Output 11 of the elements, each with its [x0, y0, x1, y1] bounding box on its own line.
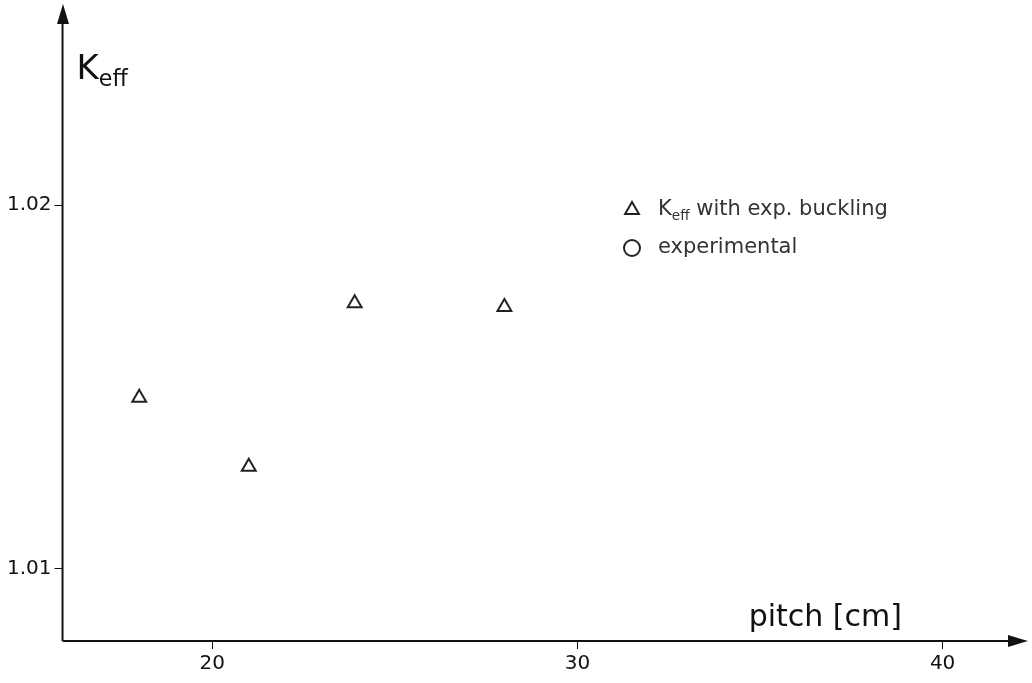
- x-axis-title: pitch [cm]: [748, 597, 902, 633]
- point: [240, 457, 257, 472]
- y-tick-label: 1.02: [7, 191, 52, 216]
- point: [496, 297, 513, 312]
- point: [131, 388, 148, 403]
- legend-label: experimental: [658, 234, 798, 259]
- point: [346, 294, 363, 309]
- y-tick-label: 1.01: [7, 554, 52, 579]
- x-tick-label: 30: [564, 650, 591, 675]
- x-tick-label: 40: [929, 650, 956, 675]
- x-tick-label: 20: [199, 650, 225, 675]
